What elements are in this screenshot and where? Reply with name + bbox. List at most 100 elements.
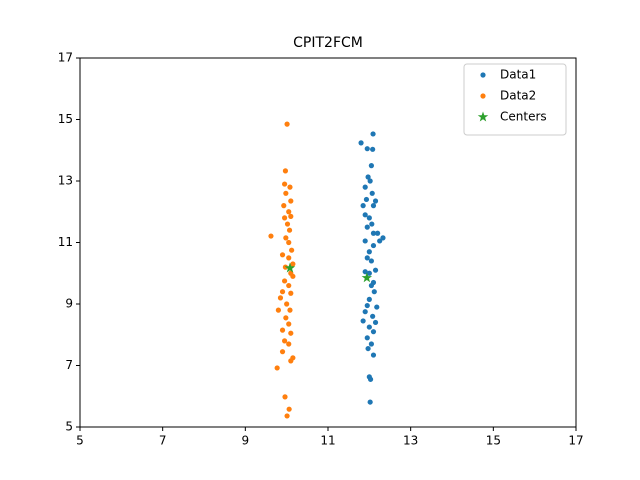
point — [367, 376, 374, 382]
point — [366, 324, 372, 330]
point — [366, 249, 372, 255]
point — [279, 327, 286, 333]
point — [277, 295, 284, 301]
plot-frame — [79, 57, 577, 428]
point — [288, 330, 294, 336]
y-tick-label: 9 — [65, 297, 73, 311]
point — [361, 272, 373, 283]
point — [368, 341, 374, 347]
point — [364, 335, 370, 341]
point — [362, 238, 368, 244]
point — [364, 224, 370, 230]
point — [360, 318, 366, 324]
point — [372, 267, 379, 273]
point — [284, 262, 296, 273]
point — [360, 203, 366, 209]
point — [372, 198, 379, 204]
point — [370, 203, 377, 209]
point — [364, 255, 370, 261]
point — [286, 341, 292, 347]
point — [286, 255, 292, 261]
point — [282, 215, 288, 221]
x-tick-label: 17 — [568, 434, 583, 448]
point — [268, 233, 274, 239]
point — [282, 394, 288, 400]
chart-title: CPIT2FCM — [293, 35, 363, 51]
point — [288, 290, 294, 296]
point — [286, 282, 292, 289]
y-tick-label: 13 — [58, 174, 73, 188]
point — [283, 235, 289, 241]
point — [288, 198, 294, 204]
legend-label: Data2 — [500, 89, 536, 103]
point — [282, 338, 288, 344]
x-tick-label: 15 — [486, 434, 501, 448]
point — [279, 252, 286, 258]
legend-label: Data1 — [500, 68, 536, 82]
point — [275, 307, 281, 313]
point — [367, 399, 373, 405]
y-tick-label: 17 — [58, 51, 73, 65]
legend-marker — [480, 93, 486, 99]
point — [362, 309, 368, 315]
legend-box — [463, 63, 567, 136]
point — [370, 352, 377, 358]
point — [374, 304, 380, 310]
point — [368, 163, 374, 169]
x-tick-label: 13 — [403, 434, 418, 448]
point — [369, 190, 375, 196]
point — [366, 270, 372, 276]
y-tick-label: 11 — [58, 235, 73, 249]
point — [366, 296, 372, 302]
point — [370, 146, 376, 152]
point — [282, 181, 288, 187]
point — [370, 242, 377, 249]
point — [362, 184, 368, 190]
point — [368, 258, 374, 264]
point — [290, 261, 296, 267]
point — [377, 238, 383, 244]
legend-label: Centers — [500, 110, 547, 124]
point — [365, 174, 371, 180]
point — [284, 413, 290, 419]
x-tick-label: 11 — [320, 434, 335, 448]
point — [369, 221, 375, 227]
point — [370, 329, 377, 335]
point — [274, 365, 280, 371]
point — [279, 349, 286, 355]
point — [367, 178, 373, 184]
point — [371, 289, 377, 295]
point — [365, 345, 371, 352]
point — [282, 264, 289, 270]
point — [284, 221, 291, 227]
point — [290, 273, 296, 279]
point — [362, 269, 368, 275]
y-tick-label: 7 — [65, 358, 73, 372]
point — [288, 213, 294, 219]
point — [363, 196, 370, 203]
point — [289, 247, 295, 253]
legend-marker — [477, 111, 489, 122]
legend-marker — [480, 72, 486, 78]
point — [286, 239, 292, 246]
point — [372, 319, 379, 326]
x-tick-label: 5 — [76, 434, 84, 448]
point — [375, 230, 381, 236]
point — [370, 131, 376, 137]
point — [283, 315, 289, 321]
point — [281, 203, 287, 209]
y-tick-label: 5 — [65, 420, 73, 434]
point — [287, 307, 293, 313]
point — [282, 278, 288, 284]
point — [288, 358, 294, 364]
point — [370, 313, 376, 319]
point — [286, 227, 293, 233]
point — [364, 302, 370, 309]
point — [366, 215, 372, 221]
point — [284, 121, 290, 127]
point — [362, 212, 368, 218]
point — [286, 209, 292, 215]
point — [279, 289, 286, 295]
point — [368, 282, 374, 289]
